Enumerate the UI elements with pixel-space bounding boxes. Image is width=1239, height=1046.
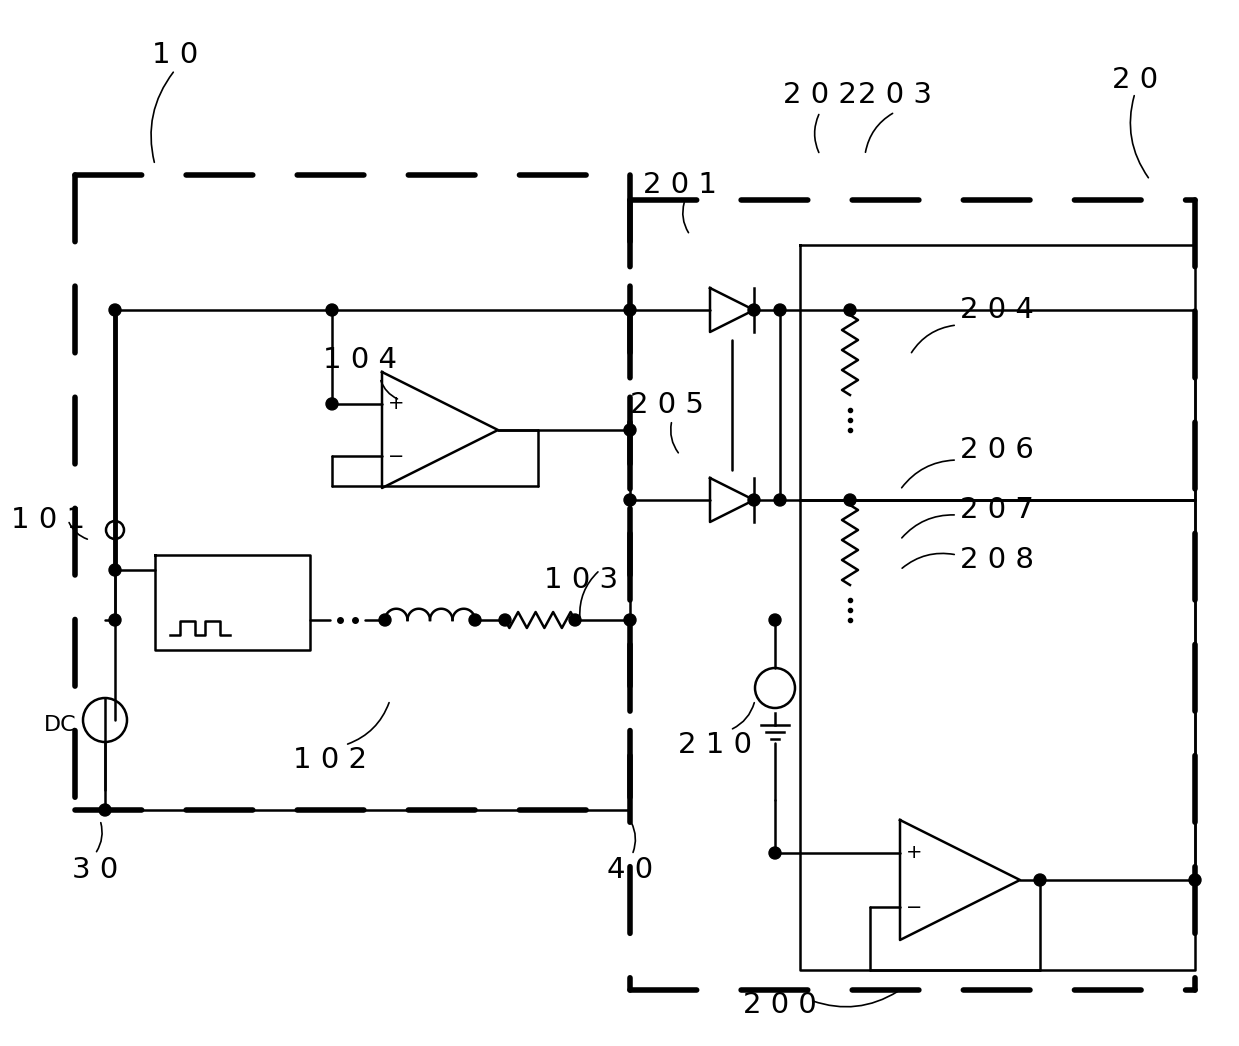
Text: 2 0 5: 2 0 5 xyxy=(631,391,704,419)
Text: 1 0 1: 1 0 1 xyxy=(11,506,85,535)
Text: 2 0 1: 2 0 1 xyxy=(643,170,717,199)
Circle shape xyxy=(109,564,121,576)
Circle shape xyxy=(379,614,392,626)
Circle shape xyxy=(769,614,781,626)
Text: 2 0 8: 2 0 8 xyxy=(960,546,1035,574)
Text: DC: DC xyxy=(43,715,77,735)
Text: 1 0: 1 0 xyxy=(152,41,198,69)
Circle shape xyxy=(109,304,121,316)
Circle shape xyxy=(769,847,781,859)
Circle shape xyxy=(748,304,760,316)
Text: 2 1 0: 2 1 0 xyxy=(678,731,752,759)
Text: 1 0 2: 1 0 2 xyxy=(292,746,367,774)
Text: 2 0: 2 0 xyxy=(1111,66,1158,94)
Text: 3 0: 3 0 xyxy=(72,856,118,884)
Circle shape xyxy=(844,304,856,316)
Circle shape xyxy=(624,494,636,506)
Text: 4 0: 4 0 xyxy=(607,856,653,884)
Text: 2 0 4: 2 0 4 xyxy=(960,296,1033,324)
Circle shape xyxy=(624,424,636,436)
Circle shape xyxy=(624,614,636,626)
Circle shape xyxy=(499,614,510,626)
Circle shape xyxy=(326,304,338,316)
Circle shape xyxy=(1035,874,1046,886)
Circle shape xyxy=(774,304,786,316)
Text: 2 0 0: 2 0 0 xyxy=(743,991,817,1019)
Circle shape xyxy=(624,304,636,316)
Circle shape xyxy=(844,494,856,506)
Text: +: + xyxy=(906,843,922,863)
Text: 2 0 7: 2 0 7 xyxy=(960,496,1033,524)
Circle shape xyxy=(99,804,112,816)
Text: 2 0 6: 2 0 6 xyxy=(960,436,1033,464)
Text: 1 0 4: 1 0 4 xyxy=(323,346,396,374)
Circle shape xyxy=(326,397,338,410)
Text: 2 0 2: 2 0 2 xyxy=(783,81,857,109)
Circle shape xyxy=(748,494,760,506)
Circle shape xyxy=(1189,874,1201,886)
Circle shape xyxy=(569,614,581,626)
Circle shape xyxy=(109,614,121,626)
Text: +: + xyxy=(388,394,404,413)
Text: 1 0 3: 1 0 3 xyxy=(544,566,618,594)
Text: 2 0 3: 2 0 3 xyxy=(857,81,932,109)
Circle shape xyxy=(774,494,786,506)
Circle shape xyxy=(470,614,481,626)
Text: −: − xyxy=(906,897,922,916)
Text: −: − xyxy=(388,447,404,465)
